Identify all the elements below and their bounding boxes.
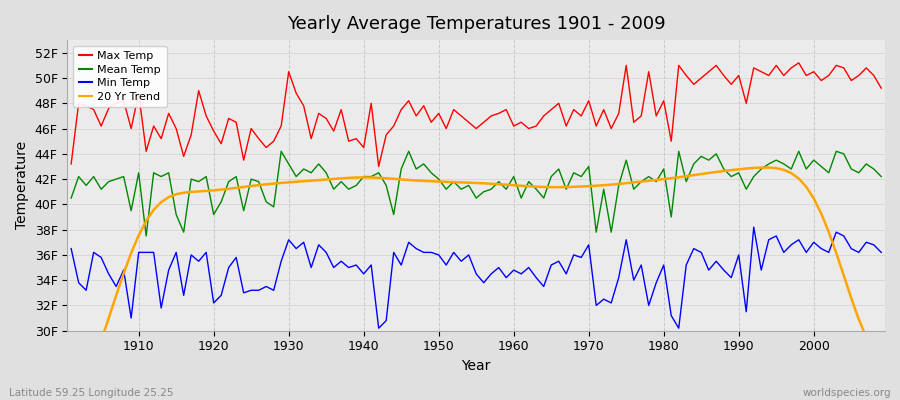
Text: Latitude 59.25 Longitude 25.25: Latitude 59.25 Longitude 25.25: [9, 388, 174, 398]
Text: worldspecies.org: worldspecies.org: [803, 388, 891, 398]
X-axis label: Year: Year: [462, 359, 490, 373]
Y-axis label: Temperature: Temperature: [15, 141, 29, 230]
Title: Yearly Average Temperatures 1901 - 2009: Yearly Average Temperatures 1901 - 2009: [287, 15, 665, 33]
Legend: Max Temp, Mean Temp, Min Temp, 20 Yr Trend: Max Temp, Mean Temp, Min Temp, 20 Yr Tre…: [73, 46, 166, 107]
